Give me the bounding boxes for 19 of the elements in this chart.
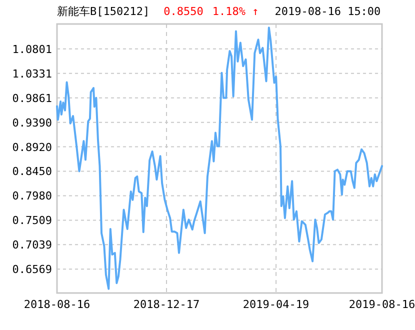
x-tick-label: 2019-08-16 [348, 298, 415, 311]
y-tick-label: 0.9861 [12, 92, 52, 105]
text: 2019-08-16 15:00 [274, 5, 381, 18]
y-tick-label: 0.9390 [12, 116, 52, 130]
x-tick-label: 2018-08-16 [24, 298, 90, 311]
y-tick-label: 0.7980 [12, 190, 52, 203]
x-tick-label: 2018-12-17 [133, 298, 200, 311]
line-series [56, 26, 383, 290]
text: 1.18% ↑ [212, 5, 259, 18]
y-tick-label: 0.8450 [12, 165, 52, 178]
y-tick-label: 0.6569 [12, 263, 52, 276]
text: 0.8550 [164, 5, 204, 18]
y-tick-label: 1.0801 [12, 42, 52, 56]
y-tick-label: 0.7509 [12, 214, 52, 228]
y-tick-label: 0.7039 [12, 238, 52, 252]
chart-title: 新能车B[150212] [57, 5, 150, 18]
y-tick-label: 0.8920 [12, 140, 52, 154]
y-tick-label: 1.0331 [12, 67, 52, 80]
x-tick-label: 2019-04-19 [242, 298, 310, 311]
